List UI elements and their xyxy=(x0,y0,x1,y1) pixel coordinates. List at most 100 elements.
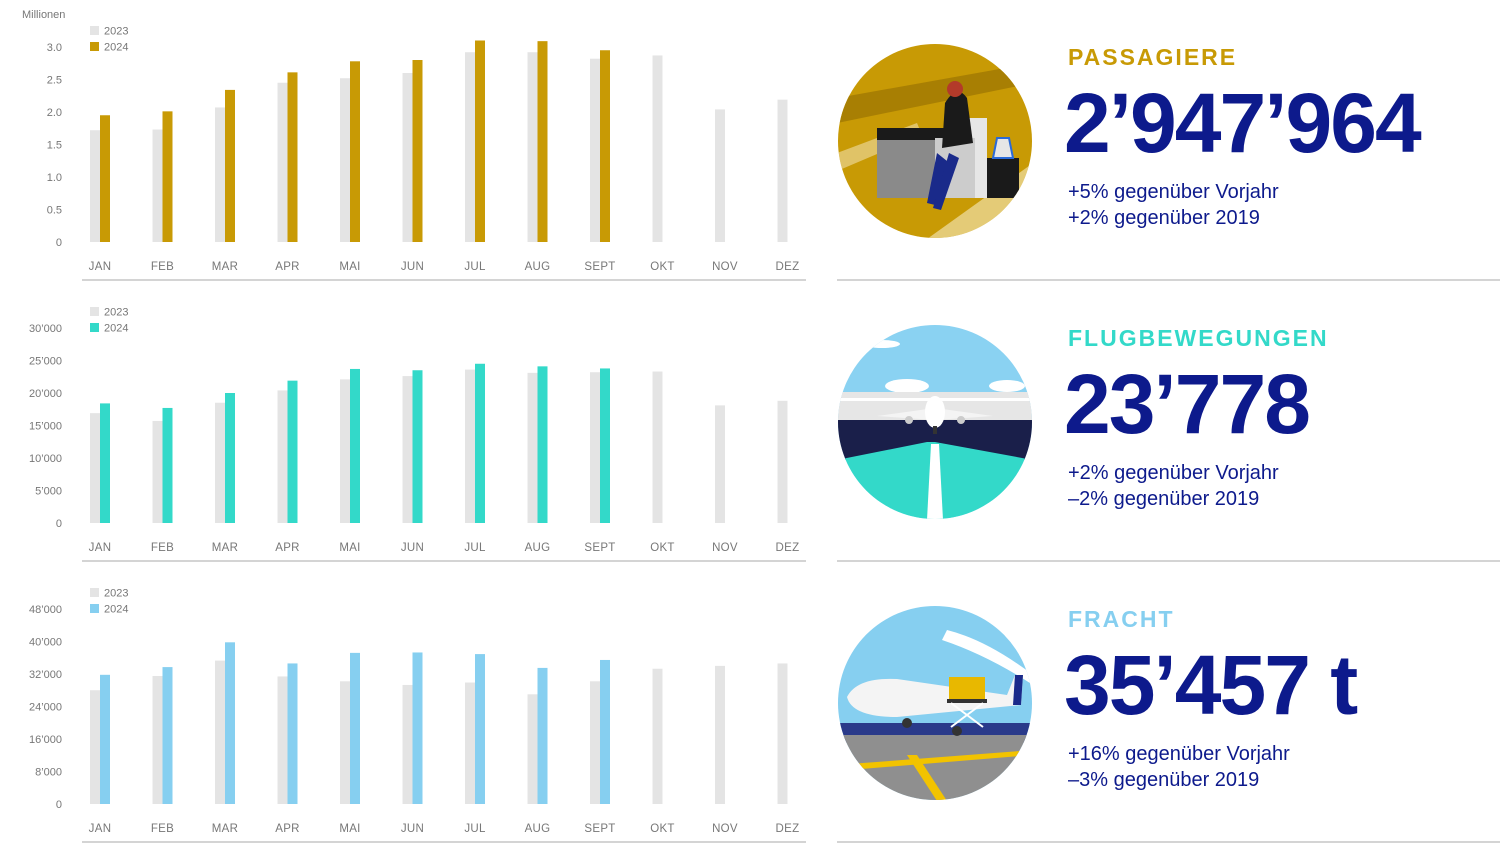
y-tick-label: 15’000 xyxy=(29,421,62,433)
x-tick-label: SEPT xyxy=(584,823,615,835)
y-tick-label: 10’000 xyxy=(29,453,62,465)
legend-label-2023: 2023 xyxy=(104,588,128,600)
bar-2023-aug xyxy=(527,694,538,804)
bar-2024-sept xyxy=(600,659,610,804)
x-tick-label: FEB xyxy=(151,542,174,554)
x-tick-label: JUN xyxy=(401,542,424,554)
y-tick-label: 20’000 xyxy=(29,388,62,400)
panel-fracht: 0 8’000 16’000 24’000 32’000 40’000 48’000 2023… xyxy=(0,562,1500,843)
x-tick-label: NOV xyxy=(712,542,738,554)
divider xyxy=(82,279,806,281)
x-tick-label: DEZ xyxy=(776,261,800,273)
x-tick-label: MAR xyxy=(212,823,238,835)
bar-2023-sept xyxy=(590,681,600,804)
legend-swatch-2023 xyxy=(90,588,99,597)
bar-2024-mar xyxy=(225,89,235,243)
x-tick-label: MAR xyxy=(212,542,238,554)
bar-2024-mai xyxy=(350,368,360,523)
x-tick-label: JUN xyxy=(401,261,424,273)
bar-2023-jan xyxy=(90,130,100,242)
divider xyxy=(837,279,1500,281)
bar-2023-feb xyxy=(152,129,163,242)
bar-2024-apr xyxy=(287,380,298,523)
legend-swatch-2023 xyxy=(90,307,99,316)
bar-2023-jun xyxy=(402,73,413,242)
x-tick-label: AUG xyxy=(525,261,551,273)
x-tick-label: APR xyxy=(275,261,300,273)
bar-2023-okt xyxy=(652,668,663,804)
y-tick-label: 0 xyxy=(56,799,62,811)
x-tick-label: AUG xyxy=(525,542,551,554)
legend-label-2023: 2023 xyxy=(104,307,128,319)
bar-2023-dez xyxy=(777,99,788,243)
x-tick-label: JUL xyxy=(464,261,486,273)
bar-2024-aug xyxy=(537,366,548,523)
legend-swatch-2024 xyxy=(90,42,99,51)
kpi-delta-vorjahr: +5% gegenüber Vorjahr xyxy=(1068,181,1279,203)
x-tick-label: JAN xyxy=(89,261,112,273)
bar-2023-mar xyxy=(215,660,225,804)
y-tick-label: 5’000 xyxy=(35,486,62,498)
y-tick-label: 0 xyxy=(56,237,62,249)
y-tick-label: 0.5 xyxy=(47,205,62,217)
bar-2024-jun xyxy=(412,60,423,242)
bar-2024-jan xyxy=(100,674,110,804)
bar-2023-jun xyxy=(402,376,413,523)
fracht-chart: 0 8’000 16’000 24’000 32’000 40’000 48’000 2023… xyxy=(29,588,800,836)
y-axis-unit-label: Millionen xyxy=(22,9,65,21)
y-tick-label: 0 xyxy=(56,518,62,530)
bar-2024-aug xyxy=(537,41,548,243)
bar-2024-jul xyxy=(475,40,485,242)
bar-2024-sept xyxy=(600,50,610,242)
kpi-label: PASSAGIERE xyxy=(1068,44,1238,70)
bar-2023-okt xyxy=(652,55,663,243)
passenger-lounge-illustration xyxy=(837,43,1033,244)
bar-2024-jan xyxy=(100,403,110,523)
bar-2024-apr xyxy=(287,663,298,804)
bar-2023-okt xyxy=(652,371,663,523)
bar-2023-jul xyxy=(465,682,475,804)
x-tick-label: JUN xyxy=(401,823,424,835)
kpi-passagiere: PASSAGIERE 2’947’964 +5% gegenüber Vorja… xyxy=(1064,44,1422,231)
x-tick-label: DEZ xyxy=(776,823,800,835)
x-tick-label: NOV xyxy=(712,261,738,273)
divider xyxy=(837,560,1500,562)
y-tick-label: 25’000 xyxy=(29,356,62,368)
airplane-runway-illustration xyxy=(837,324,1033,525)
x-tick-label: MAI xyxy=(339,261,360,273)
bar-2024-mai xyxy=(350,652,360,804)
bar-2023-jul xyxy=(465,52,475,243)
bar-2023-sept xyxy=(590,58,600,243)
x-tick-label: OKT xyxy=(650,542,675,554)
bar-2023-feb xyxy=(152,420,163,523)
x-tick-label: JAN xyxy=(89,823,112,835)
kpi-delta-2019: –3% gegenüber 2019 xyxy=(1068,769,1260,791)
bar-2023-dez xyxy=(777,400,788,523)
bar-2023-aug xyxy=(527,372,538,523)
legend-label-2024: 2024 xyxy=(104,604,128,616)
kpi-value: 35’457 t xyxy=(1064,638,1358,732)
bar-2023-jan xyxy=(90,690,100,804)
kpi-fracht: FRACHT 35’457 t +16% gegenüber Vorjahr –… xyxy=(1064,606,1358,793)
cargo-plane-illustration xyxy=(837,605,1033,806)
y-tick-label: 8’000 xyxy=(35,767,62,779)
kpi-value: 2’947’964 xyxy=(1064,76,1422,170)
legend-label-2023: 2023 xyxy=(104,26,128,38)
passagiere-chart: Millionen 0 0.5 1.0 1.5 2.0 2.5 3.0 2023 2024 JAN F… xyxy=(22,9,800,273)
bar-2023-dez xyxy=(777,663,788,804)
bar-2024-jun xyxy=(412,370,423,523)
bar-2023-sept xyxy=(590,372,600,523)
bar-2024-mai xyxy=(350,61,360,242)
x-tick-label: DEZ xyxy=(776,542,800,554)
x-tick-label: MAR xyxy=(212,261,238,273)
kpi-delta-2019: +2% gegenüber 2019 xyxy=(1068,207,1260,229)
bar-2023-mai xyxy=(340,379,350,523)
bar-2024-apr xyxy=(287,72,298,242)
kpi-flugbewegungen: FLUGBEWEGUNGEN 23’778 +2% gegenüber Vorj… xyxy=(1064,325,1329,512)
x-tick-label: AUG xyxy=(525,823,551,835)
bar-2023-mar xyxy=(215,107,225,242)
x-tick-label: OKT xyxy=(650,823,675,835)
x-tick-label: APR xyxy=(275,542,300,554)
kpi-delta-vorjahr: +2% gegenüber Vorjahr xyxy=(1068,462,1279,484)
legend-swatch-2024 xyxy=(90,604,99,613)
